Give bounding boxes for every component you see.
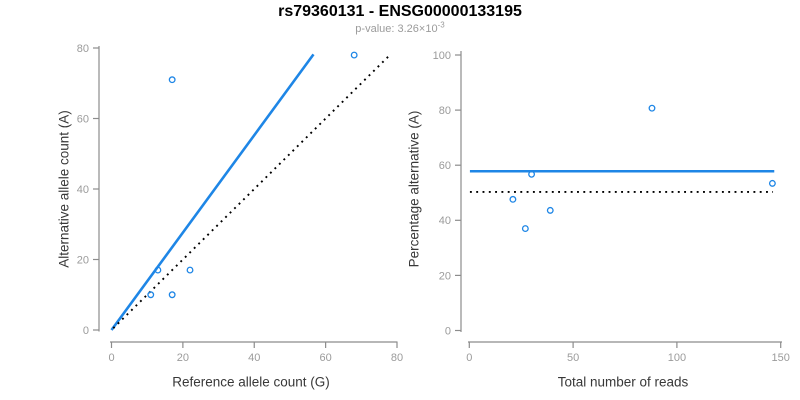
pvalue-text: p-value: 3.26×10 (355, 23, 438, 35)
right-y-tick-label: 20 (439, 270, 451, 282)
right-y-tick-label: 80 (439, 105, 451, 117)
data-point (528, 170, 536, 178)
chart-title: rs79360131 - ENSG00000133195 (278, 3, 522, 20)
data-point (168, 291, 176, 299)
data-point (509, 195, 517, 203)
data-point (768, 179, 776, 187)
left-x-tick-label: 40 (248, 352, 260, 364)
data-point (168, 76, 176, 84)
fit-line (110, 53, 315, 331)
right-x-tick-label: 0 (466, 352, 472, 364)
pvalue-exponent: -3 (437, 20, 445, 30)
right-x-axis-title: Total number of reads (557, 374, 689, 390)
chart-subtitle: p-value: 3.26×10-3 (0, 20, 800, 35)
left-y-tick-label: 0 (83, 325, 89, 337)
left-y-tick-label: 20 (77, 254, 89, 266)
data-point (648, 104, 656, 112)
right-x-tick-label: 100 (668, 352, 686, 364)
right-y-axis-title: Percentage alternative (A) (406, 110, 422, 268)
left-y-tick-label: 80 (77, 43, 89, 55)
data-point (154, 266, 162, 274)
left-y-tick-label: 60 (77, 113, 89, 125)
right-y-tick-label: 100 (433, 50, 451, 62)
left-y-axis-title: Alternative allele count (A) (56, 110, 72, 268)
right-x-tick-label: 150 (772, 352, 790, 364)
identity-line (112, 54, 391, 329)
left-x-tick-label: 80 (391, 352, 403, 364)
left-x-tick-label: 60 (320, 352, 332, 364)
data-point (521, 225, 529, 233)
data-point (186, 266, 194, 274)
left-x-tick-label: 0 (108, 352, 114, 364)
data-point (546, 206, 554, 214)
data-point (350, 51, 358, 59)
right-y-tick-label: 60 (439, 160, 451, 172)
right-y-tick-label: 0 (445, 325, 451, 337)
left-x-tick-label: 20 (177, 352, 189, 364)
right-y-tick-label: 40 (439, 215, 451, 227)
data-point (147, 291, 155, 299)
left-x-axis-title: Reference allele count (G) (172, 374, 330, 390)
right-x-tick-label: 50 (567, 352, 579, 364)
left-y-tick-label: 40 (77, 184, 89, 196)
